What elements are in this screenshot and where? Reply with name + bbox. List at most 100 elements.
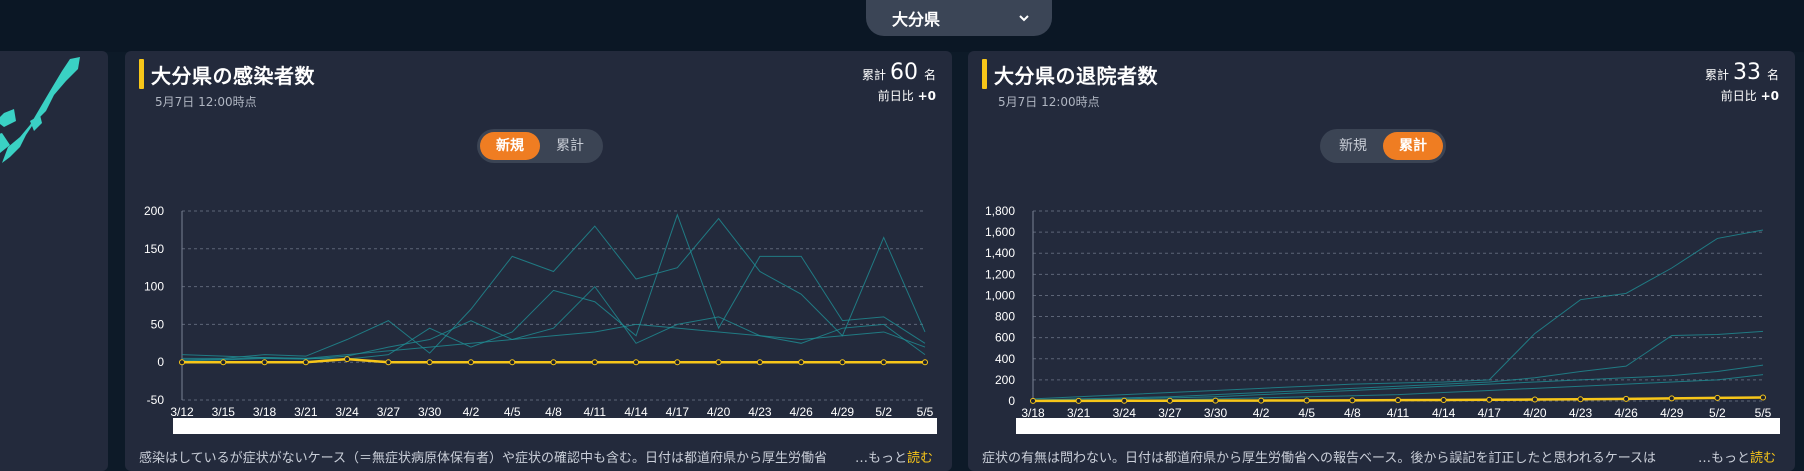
series-line (181, 323, 926, 361)
read-more-link[interactable]: …もっと読む (848, 447, 933, 466)
series-line (181, 285, 926, 362)
data-point (1440, 396, 1447, 403)
data-point (344, 356, 351, 363)
data-point (674, 359, 681, 366)
card-note: 感染はしているが症状がないケース（＝無症状病原体保有者）や症状の確認中も含む。日… (139, 447, 933, 466)
data-point (426, 359, 433, 366)
data-point (1212, 397, 1219, 404)
x-tick-label: 4/2 (1253, 406, 1270, 419)
read-more-prefix: …もっと (854, 451, 907, 466)
series-line (1032, 229, 1764, 400)
prefecture-select-value: 大分県 (892, 10, 941, 29)
x-tick-label: 4/14 (1432, 406, 1456, 419)
prefecture-select[interactable]: 大分県 (866, 0, 1052, 36)
data-point (1075, 397, 1082, 404)
read-more-prefix: …もっと (1697, 451, 1750, 466)
chevron-down-icon (1019, 15, 1029, 22)
y-tick-label: 200 (995, 373, 1015, 387)
prefecture-map[interactable] (0, 51, 108, 471)
data-point (385, 359, 392, 366)
data-point (1531, 396, 1538, 403)
x-tick-label: 3/27 (377, 405, 401, 419)
toggle-cumulative[interactable]: 累計 (1383, 132, 1443, 160)
y-tick-label: 1,800 (985, 204, 1015, 218)
data-point (261, 359, 268, 366)
y-tick-label: 50 (151, 317, 165, 331)
read-more-text[interactable]: 読む (906, 451, 933, 466)
data-point (1577, 396, 1584, 403)
data-point (1714, 394, 1721, 401)
chart-scrollbar[interactable] (173, 418, 937, 434)
total-summary: 累計 60 名 前日比 +0 (862, 60, 936, 104)
data-point (550, 359, 557, 366)
data-point (1349, 397, 1356, 404)
y-tick-label: 150 (144, 242, 164, 256)
x-tick-label: 3/12 (170, 405, 194, 419)
x-tick-label: 4/26 (1614, 406, 1638, 419)
total-label: 累計 (861, 68, 886, 82)
data-point (715, 359, 722, 366)
y-tick-label: 200 (144, 204, 164, 218)
y-tick-label: 400 (995, 352, 1015, 366)
diff-label: 前日比 (877, 89, 914, 103)
read-more-link[interactable]: …もっと読む (1691, 447, 1776, 466)
x-tick-label: 3/24 (335, 405, 359, 419)
data-point (756, 359, 763, 366)
x-tick-label: 4/20 (1523, 406, 1547, 419)
y-tick-label: 0 (1008, 394, 1015, 408)
diff-label: 前日比 (1720, 89, 1757, 103)
x-tick-label: 4/29 (831, 405, 855, 419)
infections-chart[interactable]: -50 0 50 100 150 200 3/12 3/15 3/18 3/21 3/24 3/27 3… (125, 169, 952, 419)
x-tick-label: 4/8 (545, 405, 562, 419)
data-point (839, 359, 846, 366)
data-point (1623, 395, 1630, 402)
series-line (182, 217, 926, 359)
x-tick-label: 4/17 (666, 405, 690, 419)
data-point (1166, 397, 1173, 404)
x-tick-label: 4/5 (504, 405, 521, 419)
series-line (1032, 330, 1764, 401)
x-tick-label: 4/17 (1478, 406, 1502, 419)
x-tick-label: 3/21 (294, 405, 318, 419)
day-diff: 前日比 +0 (1705, 87, 1779, 104)
total-unit: 名 (923, 68, 936, 82)
total-unit: 名 (1766, 68, 1779, 82)
total-value: 33 (1732, 60, 1761, 85)
y-tick-label: 1,200 (985, 267, 1015, 281)
toggle-cumulative[interactable]: 累計 (556, 138, 584, 154)
total-label: 累計 (1704, 68, 1729, 82)
toggle-new[interactable]: 新規 (480, 132, 540, 160)
series-line (1032, 364, 1764, 401)
x-tick-label: 5/5 (1755, 406, 1772, 419)
x-tick-label: 3/21 (1067, 406, 1091, 419)
chart-scrollbar[interactable] (1016, 418, 1780, 434)
x-tick-label: 5/2 (1709, 406, 1726, 419)
x-tick-label: 4/8 (1344, 406, 1361, 419)
x-tick-label: 3/27 (1158, 406, 1182, 419)
series-line (1032, 374, 1764, 402)
card-title: 大分県の退院者数 (994, 64, 1158, 88)
x-tick-label: 4/11 (1387, 406, 1410, 419)
data-point (591, 359, 598, 366)
x-tick-label: 4/23 (748, 405, 772, 419)
x-tick-label: 3/30 (418, 405, 442, 419)
read-more-text[interactable]: 読む (1749, 451, 1776, 466)
view-toggle: 新規 累計 (477, 129, 603, 163)
y-tick-label: 0 (157, 355, 164, 369)
discharged-chart[interactable]: 0 200 400 600 800 1,000 1,200 1,400 1,600 1,800 3/… (968, 169, 1795, 419)
toggle-new[interactable]: 新規 (1339, 138, 1367, 154)
title-accent-bar (139, 59, 144, 89)
x-tick-label: 4/29 (1660, 406, 1684, 419)
total-value: 60 (889, 60, 918, 85)
data-point (302, 359, 309, 366)
x-tick-label: 4/14 (624, 405, 648, 419)
diff-value: +0 (917, 89, 936, 103)
x-tick-label: 4/20 (707, 405, 731, 419)
x-tick-label: 3/18 (253, 405, 277, 419)
x-tick-label: 3/15 (212, 405, 236, 419)
map-card (0, 51, 108, 471)
y-tick-label: 1,600 (985, 225, 1015, 239)
x-tick-label: 4/11 (584, 405, 607, 419)
data-point (220, 359, 227, 366)
data-point (467, 359, 474, 366)
